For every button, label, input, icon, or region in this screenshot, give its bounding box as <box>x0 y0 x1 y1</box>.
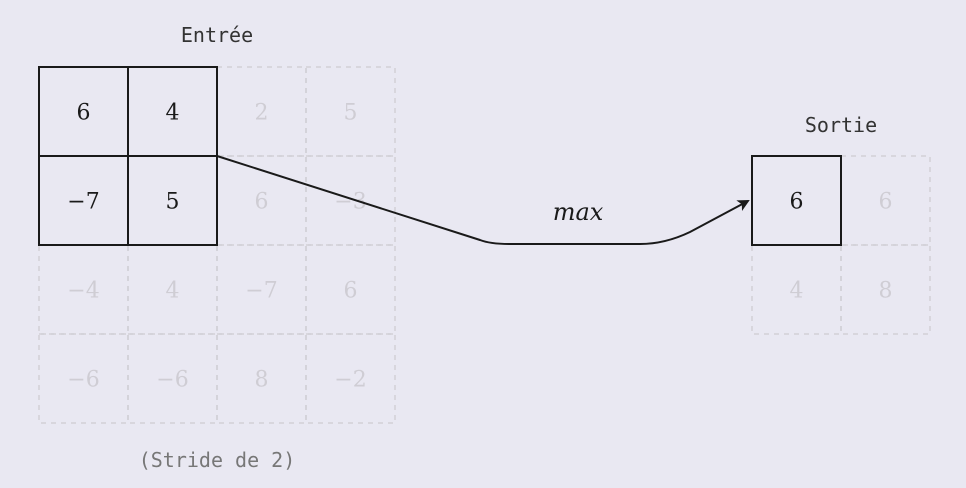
input-cell-value: 6 <box>255 190 269 215</box>
input-cell-value: −4 <box>67 279 99 304</box>
input-cell-value: 6 <box>77 101 91 126</box>
output-cell-value: 8 <box>879 279 893 304</box>
input-cell-value: 4 <box>166 279 180 304</box>
input-cell-value: 4 <box>166 101 180 126</box>
input-grid: 6 4 2 5−7 5 6 −3−4 4 −7 6−6 −6 8 −2 <box>38 66 396 424</box>
input-caption: (Stride de 2) <box>139 448 296 472</box>
input-cell-value: −6 <box>156 368 188 393</box>
pooling-arrow <box>216 155 750 245</box>
input-cell-value: 2 <box>255 101 269 126</box>
input-cell-border <box>305 333 396 424</box>
input-cell-value: −7 <box>245 279 277 304</box>
input-active-cell-border <box>127 155 218 246</box>
input-cell-value: 5 <box>166 190 180 215</box>
output-cell-value: 4 <box>790 279 804 304</box>
input-cell-value: −2 <box>334 368 366 393</box>
operation-label: max <box>553 198 604 226</box>
input-cell-value: −6 <box>67 368 99 393</box>
input-cell-value: 8 <box>255 368 269 393</box>
output-cell-border <box>840 244 931 335</box>
output-title: Sortie <box>805 113 877 137</box>
output-grid: 6 6 4 8 <box>751 155 931 335</box>
input-cell-value: −7 <box>67 190 99 215</box>
input-cell-value: 5 <box>344 101 358 126</box>
output-active-cell-border <box>751 155 842 246</box>
output-cell-value: 6 <box>790 190 804 215</box>
input-grid-lines <box>38 66 396 424</box>
input-title: Entrée <box>181 23 253 47</box>
output-cell-value: 6 <box>879 190 893 215</box>
input-cell-value: 6 <box>344 279 358 304</box>
